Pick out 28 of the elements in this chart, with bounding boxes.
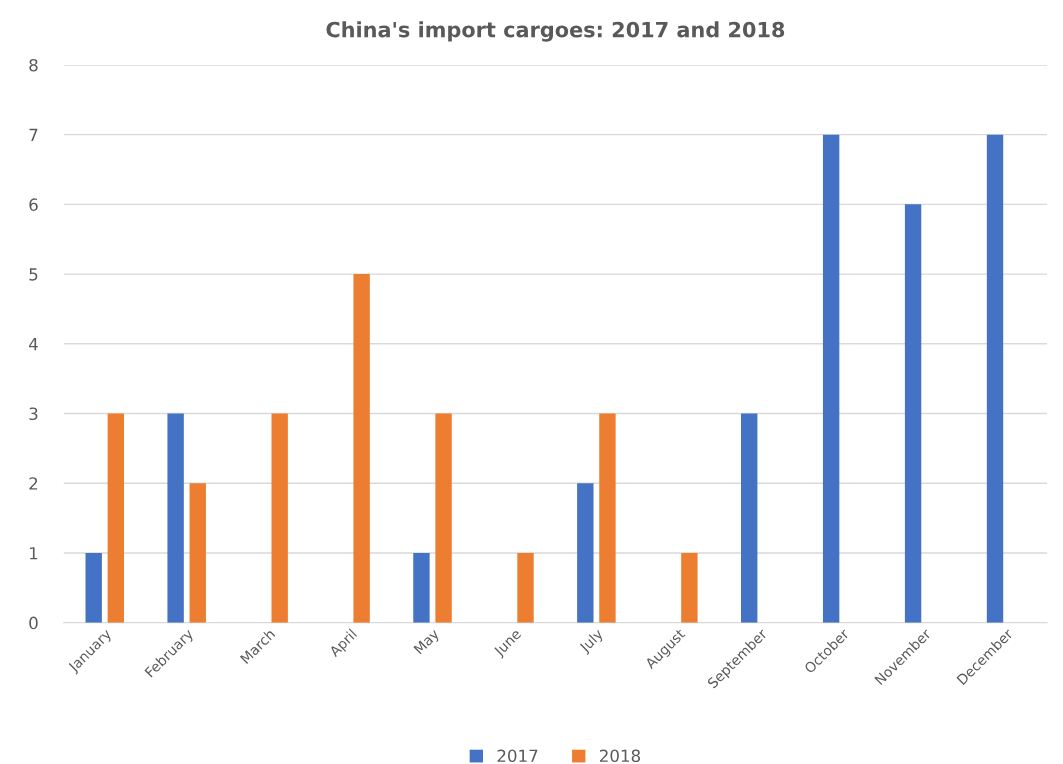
bar xyxy=(822,134,840,623)
bar xyxy=(271,413,288,623)
bar xyxy=(741,413,758,623)
bar xyxy=(167,413,184,623)
y-tick-label: 1 xyxy=(30,547,38,560)
y-tick-label: 8 xyxy=(29,58,38,72)
bar xyxy=(986,134,1004,623)
bar xyxy=(577,483,594,623)
bar xyxy=(517,552,534,623)
bar xyxy=(435,413,452,623)
y-tick-label: 4 xyxy=(28,337,38,351)
bar xyxy=(85,552,102,623)
y-tick-label: 3 xyxy=(29,407,38,421)
legend-label: 2018 xyxy=(599,749,641,763)
y-tick-label: 7 xyxy=(29,128,38,141)
bar xyxy=(107,413,125,623)
y-tick-label: 5 xyxy=(29,268,38,281)
y-tick-label: 6 xyxy=(29,198,38,211)
bar xyxy=(681,552,698,623)
bar xyxy=(353,274,370,623)
y-tick-label: 0 xyxy=(29,616,38,630)
bar xyxy=(413,552,430,623)
bar xyxy=(904,204,922,623)
y-tick-label: 2 xyxy=(29,477,38,490)
bar xyxy=(189,483,206,623)
chart-title: China's import cargoes: 2017 and 2018 xyxy=(326,21,785,42)
bar xyxy=(599,413,616,623)
legend-label: 2017 xyxy=(497,749,538,763)
